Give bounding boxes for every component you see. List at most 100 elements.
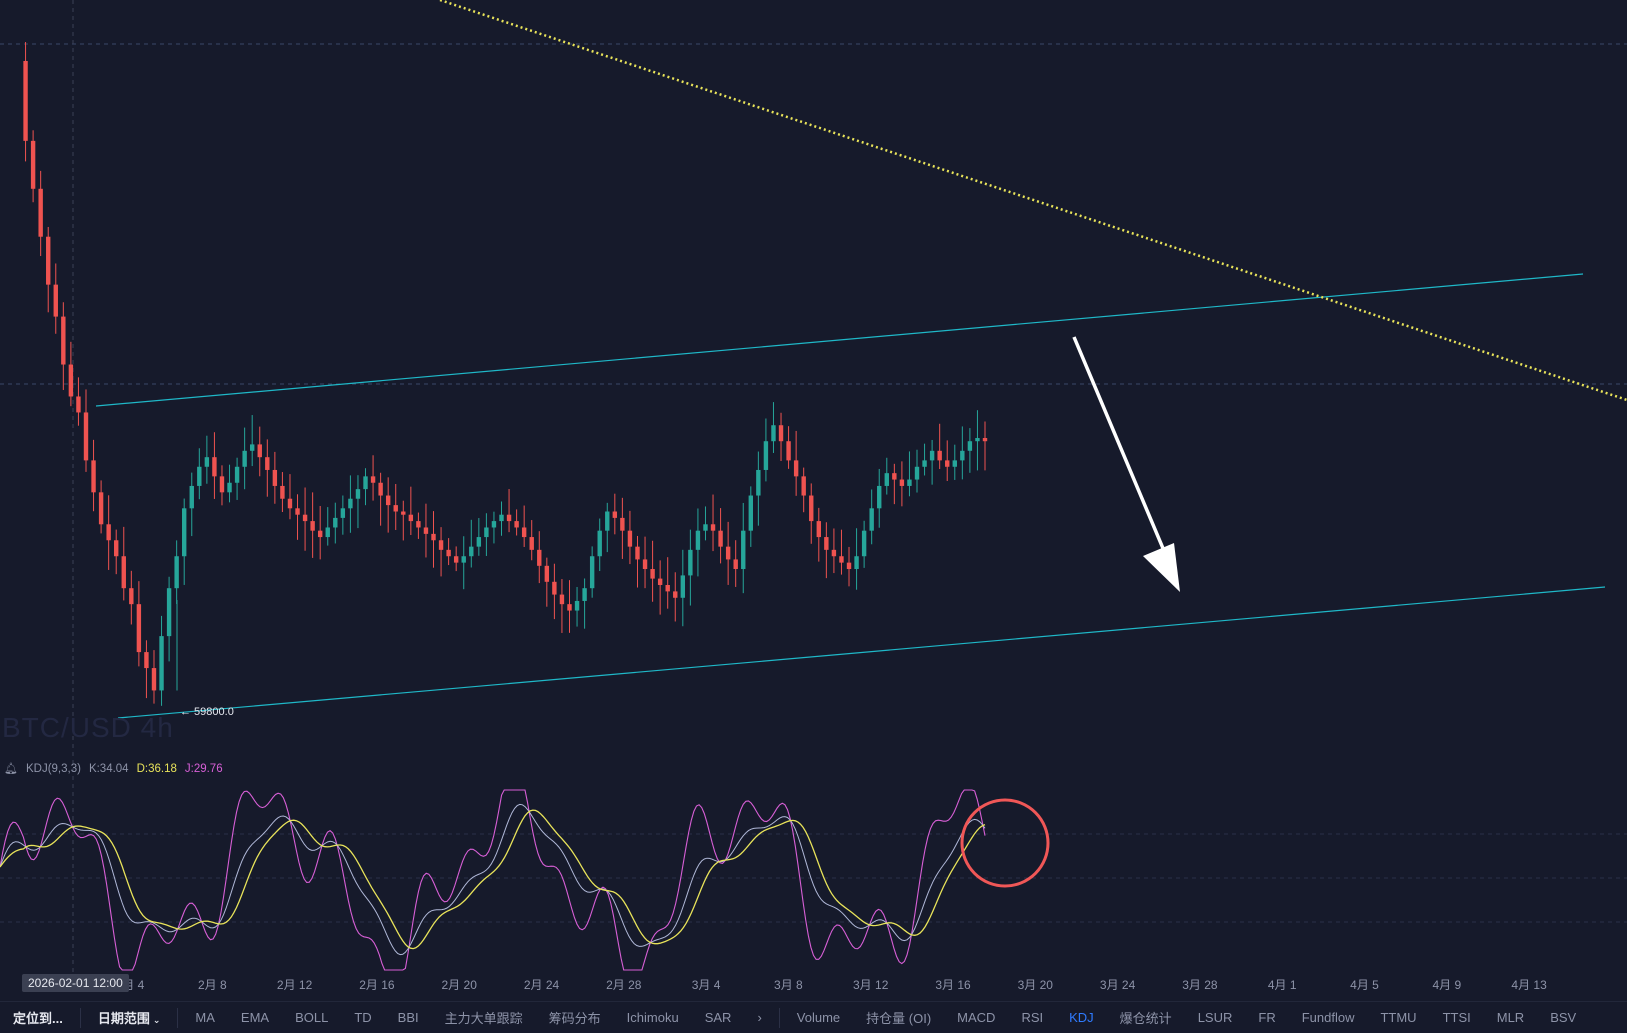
candle-body <box>197 466 202 486</box>
candle-body <box>710 524 716 531</box>
candle-body <box>91 460 96 493</box>
x-tick-label: 2月 24 <box>523 978 560 992</box>
x-tick-label: 2月 16 <box>359 978 395 992</box>
kdj-legend[interactable]: 🔔︎ KDJ(9,3,3) K:34.04 D:36.18 J:29.76 <box>4 762 223 776</box>
candle-body <box>499 514 504 522</box>
candle-body <box>68 364 74 397</box>
more-indicators-button[interactable]: › <box>757 1010 762 1025</box>
candle-body <box>144 652 149 669</box>
indicator-kdj[interactable]: KDJ <box>1069 1010 1094 1025</box>
candle-body <box>363 476 368 490</box>
indicator-boll[interactable]: BOLL <box>295 1010 329 1025</box>
candle-body <box>778 425 784 442</box>
kdj-d-value: D:36.18 <box>136 762 177 775</box>
goto-date-button[interactable]: 定位到... <box>13 1011 63 1026</box>
indicator-oi[interactable]: 持仓量 (OI) <box>866 1011 932 1026</box>
alert-bell-icon[interactable]: 🔔︎ <box>4 763 18 775</box>
candle-body <box>355 489 361 499</box>
candle-body <box>453 556 459 563</box>
date-range-dropdown[interactable]: 日期范围 ⌄ <box>97 1011 161 1026</box>
indicator-bsv[interactable]: BSV <box>1550 1010 1577 1025</box>
candle-body <box>688 549 693 576</box>
candle-body <box>559 594 565 605</box>
candle-body <box>76 396 81 413</box>
candle-body <box>620 517 625 531</box>
indicator-mlr[interactable]: MLR <box>1496 1010 1525 1025</box>
candle-body <box>265 457 270 470</box>
candle-body <box>491 521 497 528</box>
indicator-macd[interactable]: MACD <box>957 1010 996 1025</box>
sub-indicators-group: Volume 持仓量 (OI) MACD RSI KDJ 爆仓统计 LSUR FR Fundfl… <box>784 1002 1589 1033</box>
indicator-bbi[interactable]: BBI <box>397 1010 419 1025</box>
kdj-d-line <box>0 809 986 950</box>
low-price-label: ← 59800.0 <box>180 706 234 718</box>
x-tick-label: 2月 12 <box>276 978 313 992</box>
candle-body <box>929 450 935 461</box>
x-tick-label: 4月 13 <box>1511 978 1547 992</box>
candle-body <box>159 636 164 691</box>
candle-body <box>295 508 300 515</box>
candle-body <box>846 562 852 570</box>
down-arrow-shaft <box>1072 336 1172 566</box>
indicator-td[interactable]: TD <box>354 1010 372 1025</box>
indicator-[interactable]: 主力大单跟踪 <box>444 1011 523 1026</box>
candle-body <box>786 441 791 461</box>
indicator-fr[interactable]: FR <box>1258 1010 1276 1025</box>
candle-body <box>892 473 897 480</box>
time-axis: 2月 4 2月 8 2月 12 2月 16 2月 20 2月 24 2月 28 3月 4 3月 … <box>0 976 1627 994</box>
candle-body <box>340 508 346 518</box>
symbol-watermark: BTC/USD 4h <box>2 712 174 743</box>
candle-body <box>725 546 731 560</box>
indicator-fundflow[interactable]: Fundflow <box>1301 1010 1355 1025</box>
candle-body <box>23 60 28 141</box>
candle-body <box>937 450 942 461</box>
candle-body <box>861 530 867 557</box>
candle-body <box>642 559 648 570</box>
candle-body <box>136 604 142 653</box>
kdj-period: KDJ(9,3,3) <box>25 762 81 775</box>
candle-body <box>385 495 391 506</box>
x-tick-label: 2月 28 <box>606 978 642 992</box>
candle-body <box>393 505 398 512</box>
indicator-lsur[interactable]: LSUR <box>1197 1010 1233 1025</box>
candle-body <box>967 441 973 451</box>
candle-body <box>469 546 474 557</box>
candle-body <box>574 600 580 611</box>
price-chart[interactable] <box>0 0 1627 990</box>
chart-area[interactable]: BTC/USD 4h ← 59800.0 🔔︎ KDJ(9,3,3) K:34.… <box>0 0 1627 992</box>
indicator-ttsi[interactable]: TTSI <box>1442 1010 1471 1025</box>
candle-body <box>182 508 187 557</box>
candle-body <box>257 444 262 458</box>
candle-body <box>854 556 859 570</box>
candle-body <box>665 584 670 592</box>
candle-body <box>824 537 829 550</box>
indicator-rsi[interactable]: RSI <box>1021 1010 1044 1025</box>
indicator-[interactable]: 爆仓统计 <box>1119 1011 1172 1026</box>
candle-body <box>166 588 172 637</box>
indicator-sar[interactable]: SAR <box>704 1010 732 1025</box>
candle-body <box>567 604 572 611</box>
candle-body <box>869 508 874 531</box>
indicator-ichimoku[interactable]: Ichimoku <box>626 1010 679 1025</box>
x-tick-label: 3月 8 <box>774 978 803 992</box>
candle-body <box>914 466 920 480</box>
candle-body <box>129 588 134 605</box>
candle-body <box>174 556 179 589</box>
candle-body <box>877 485 882 509</box>
candle-body <box>884 473 889 486</box>
indicator-ttmu[interactable]: TTMU <box>1380 1010 1417 1025</box>
candle-body <box>234 466 240 483</box>
indicator-volume[interactable]: Volume <box>796 1010 841 1025</box>
candle-body <box>106 524 111 541</box>
candle-body <box>801 476 806 496</box>
indicator-ma[interactable]: MA <box>195 1010 215 1025</box>
candle-body <box>484 527 489 538</box>
indicator-ema[interactable]: EMA <box>240 1010 270 1025</box>
candle-body <box>476 537 482 547</box>
indicator-[interactable]: 筹码分布 <box>548 1011 601 1026</box>
x-tick-label: 2月 8 <box>197 978 227 992</box>
candle-body <box>695 530 701 550</box>
candle-body <box>650 569 655 579</box>
candle-body <box>605 511 610 531</box>
candle-body <box>537 549 542 566</box>
